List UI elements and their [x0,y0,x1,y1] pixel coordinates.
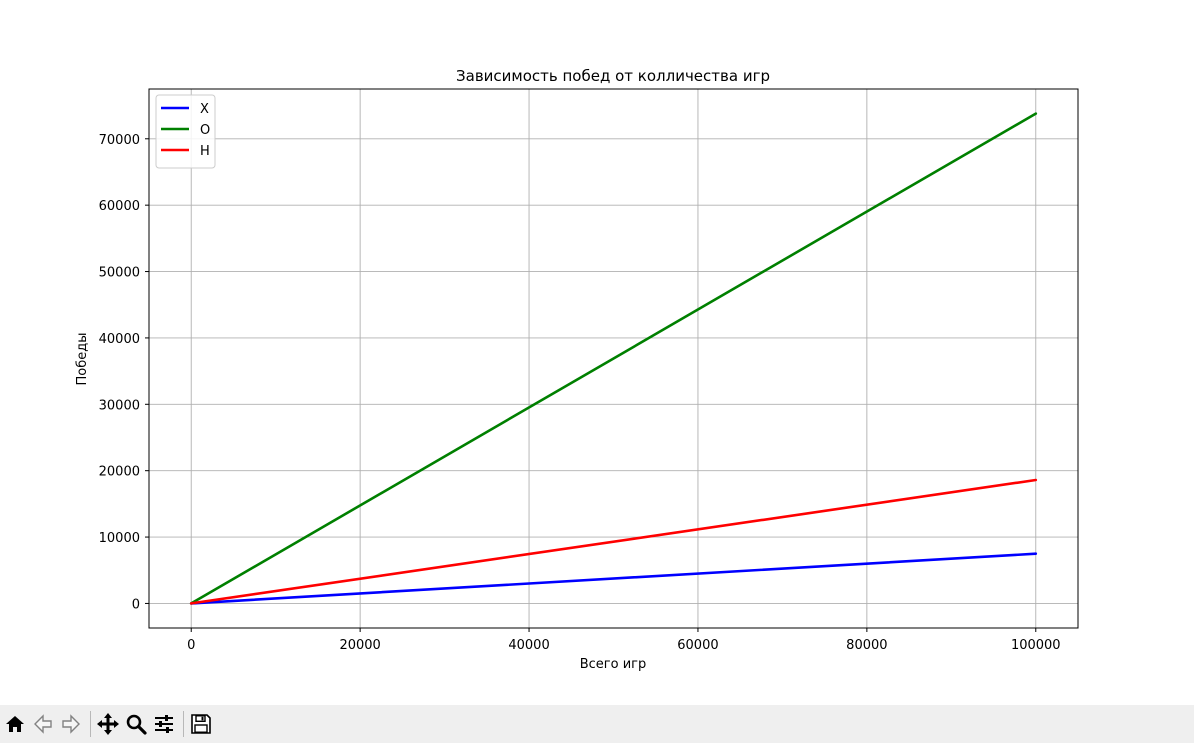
y-tick-label: 0 [132,597,140,612]
move-icon [97,713,119,735]
chart-title: Зависимость побед от колличества игр [456,67,770,85]
legend: XOH [155,94,216,169]
y-tick-label: 20000 [99,465,140,480]
x-tick-label: 100000 [1011,638,1061,653]
toolbar-separator [90,711,91,737]
axes-frame [148,88,1079,629]
configure-subplots-button[interactable] [151,709,177,739]
y-tick-label: 30000 [99,398,140,413]
save-button[interactable] [188,709,214,739]
x-tick-label: 80000 [846,638,887,653]
y-tick-label: 10000 [99,531,140,546]
x-tick-label: 60000 [677,638,718,653]
series-line-H [189,478,1038,605]
line-chart: Зависимость побед от колличества игр 0 20… [75,67,1079,672]
figure-canvas[interactable]: Зависимость побед от колличества игр 0 20… [0,0,1194,705]
pan-button[interactable] [95,709,121,739]
legend-label: O [200,123,210,138]
x-axis-label: Всего игр [580,657,647,672]
y-tick-label: 40000 [99,332,140,347]
home-button[interactable] [2,709,28,739]
toolbar-separator [183,711,184,737]
x-tick-label: 0 [187,638,195,653]
x-tick-label: 20000 [339,638,380,653]
navigation-toolbar [0,705,1194,743]
sliders-icon [155,715,173,733]
legend-label: X [200,102,209,117]
legend-label: H [200,144,210,159]
magnifier-icon [126,714,147,735]
arrow-left-icon [34,714,52,734]
y-tick-label: 70000 [99,133,140,148]
y-axis: 0 10000 20000 30000 40000 50000 60000 70000 [99,133,149,612]
series-line-O [189,112,1038,605]
grid-lines [149,89,1078,628]
y-tick-label: 50000 [99,266,140,281]
y-axis-label: Победы [75,333,90,386]
arrow-right-icon [62,714,80,734]
back-button[interactable] [30,709,56,739]
series-lines [189,112,1038,605]
x-axis: 0 20000 40000 60000 80000 100000 [187,628,1061,653]
x-tick-label: 40000 [508,638,549,653]
y-tick-label: 60000 [99,199,140,214]
zoom-button[interactable] [123,709,149,739]
forward-button[interactable] [58,709,84,739]
series-line-X [189,552,1038,605]
home-icon [6,716,24,732]
floppy-disk-icon [191,714,211,734]
